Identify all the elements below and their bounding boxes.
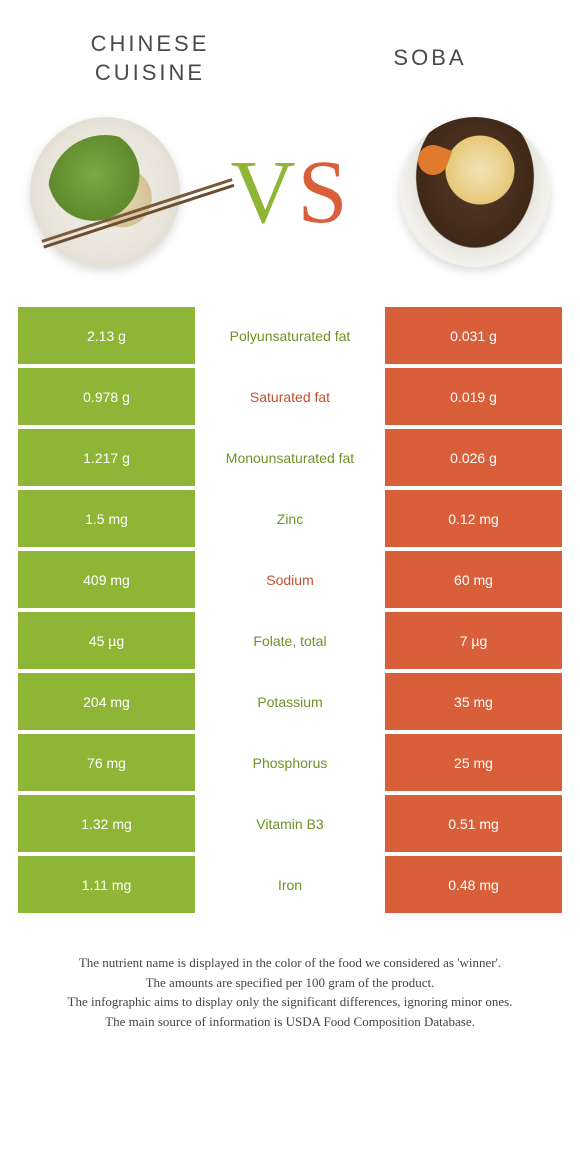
footnote: The nutrient name is displayed in the co…: [20, 953, 560, 1031]
right-dish-image: [390, 107, 560, 277]
right-value-cell: 25 mg: [385, 734, 562, 791]
vs-s: S: [297, 143, 349, 242]
right-value-cell: 0.031 g: [385, 307, 562, 364]
table-row: 409 mgSodium60 mg: [18, 551, 562, 608]
header-titles: Chinese cuisine Soba: [0, 0, 580, 97]
right-value-cell: 0.026 g: [385, 429, 562, 486]
nutrient-label-cell: Saturated fat: [195, 368, 385, 425]
table-row: 45 µgFolate, total7 µg: [18, 612, 562, 669]
left-value-cell: 76 mg: [18, 734, 195, 791]
nutrient-label-cell: Phosphorus: [195, 734, 385, 791]
table-row: 2.13 gPolyunsaturated fat0.031 g: [18, 307, 562, 364]
nutrient-label-cell: Zinc: [195, 490, 385, 547]
nutrient-label-cell: Potassium: [195, 673, 385, 730]
table-row: 204 mgPotassium35 mg: [18, 673, 562, 730]
left-value-cell: 409 mg: [18, 551, 195, 608]
table-row: 1.11 mgIron0.48 mg: [18, 856, 562, 913]
footnote-line: The infographic aims to display only the…: [20, 992, 560, 1012]
table-row: 0.978 gSaturated fat0.019 g: [18, 368, 562, 425]
nutrient-label-cell: Folate, total: [195, 612, 385, 669]
right-value-cell: 0.48 mg: [385, 856, 562, 913]
nutrient-label-cell: Monounsaturated fat: [195, 429, 385, 486]
left-dish-image: [20, 107, 190, 277]
images-row: VS: [0, 97, 580, 297]
left-value-cell: 1.11 mg: [18, 856, 195, 913]
left-value-cell: 0.978 g: [18, 368, 195, 425]
nutrient-label-cell: Vitamin B3: [195, 795, 385, 852]
table-row: 1.5 mgZinc0.12 mg: [18, 490, 562, 547]
left-value-cell: 45 µg: [18, 612, 195, 669]
vs-label: VS: [230, 141, 349, 244]
nutrient-label-cell: Iron: [195, 856, 385, 913]
footnote-line: The nutrient name is displayed in the co…: [20, 953, 560, 973]
left-value-cell: 1.32 mg: [18, 795, 195, 852]
right-value-cell: 35 mg: [385, 673, 562, 730]
table-row: 1.32 mgVitamin B30.51 mg: [18, 795, 562, 852]
nutrient-label-cell: Sodium: [195, 551, 385, 608]
left-value-cell: 2.13 g: [18, 307, 195, 364]
right-value-cell: 7 µg: [385, 612, 562, 669]
left-value-cell: 204 mg: [18, 673, 195, 730]
comparison-table: 2.13 gPolyunsaturated fat0.031 g0.978 gS…: [18, 307, 562, 913]
footnote-line: The main source of information is USDA F…: [20, 1012, 560, 1032]
table-row: 1.217 gMonounsaturated fat0.026 g: [18, 429, 562, 486]
vs-v: V: [230, 143, 297, 242]
left-food-title: Chinese cuisine: [50, 30, 250, 87]
table-row: 76 mgPhosphorus25 mg: [18, 734, 562, 791]
footnote-line: The amounts are specified per 100 gram o…: [20, 973, 560, 993]
nutrient-label-cell: Polyunsaturated fat: [195, 307, 385, 364]
right-value-cell: 60 mg: [385, 551, 562, 608]
right-value-cell: 0.51 mg: [385, 795, 562, 852]
left-value-cell: 1.5 mg: [18, 490, 195, 547]
right-value-cell: 0.12 mg: [385, 490, 562, 547]
right-value-cell: 0.019 g: [385, 368, 562, 425]
left-value-cell: 1.217 g: [18, 429, 195, 486]
right-food-title: Soba: [330, 30, 530, 87]
